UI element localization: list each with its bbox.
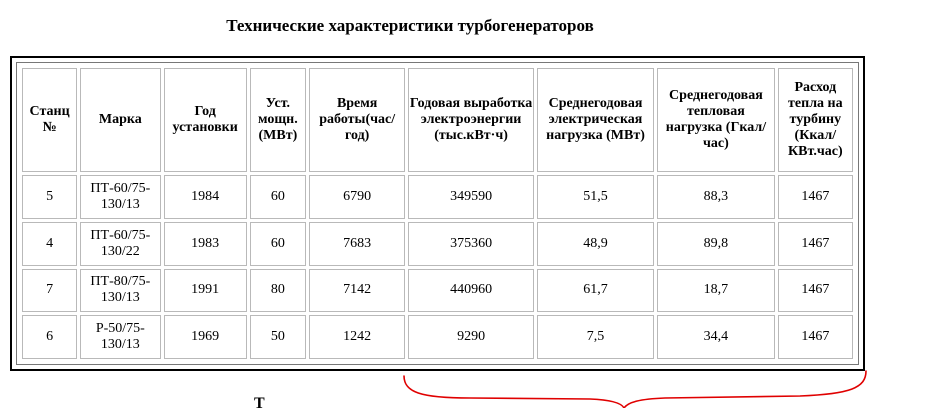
- cell-model: Р-50/75-130/13: [80, 315, 161, 359]
- cell-avg-electric-load: 51,5: [536, 175, 655, 219]
- cell-avg-electric-load: 61,7: [536, 268, 655, 313]
- cell-heat-rate: 1467: [777, 221, 853, 266]
- cell-avg-thermal-load: 89,8: [657, 221, 775, 266]
- header-station-no: Станц №: [22, 68, 78, 172]
- table-row: 6 Р-50/75-130/13 1969 50 1242 9290 7,5 3…: [22, 315, 853, 359]
- cell-annual-output: 349590: [408, 175, 534, 219]
- cell-install-year: 1984: [163, 175, 247, 219]
- cell-operating-time: 7142: [309, 268, 406, 313]
- cell-annual-output: 375360: [408, 221, 534, 266]
- cell-heat-rate: 1467: [777, 175, 853, 219]
- header-installed-power: Уст. мощн. (МВт): [249, 68, 306, 172]
- cell-model: ПТ-60/75-130/22: [80, 221, 161, 266]
- cell-station-no: 7: [22, 268, 78, 313]
- cell-installed-power: 50: [249, 315, 306, 359]
- table-inner-frame: Станц № Марка Год установки Уст. мощн. (…: [16, 62, 859, 365]
- cell-installed-power: 80: [249, 268, 306, 313]
- cell-annual-output: 440960: [408, 268, 534, 313]
- cell-model: ПТ-60/75-130/13: [80, 175, 161, 219]
- cell-avg-electric-load: 7,5: [536, 315, 655, 359]
- cell-operating-time: 7683: [309, 221, 406, 266]
- cell-install-year: 1969: [163, 315, 247, 359]
- cell-model: ПТ-80/75-130/13: [80, 268, 161, 313]
- table-row: 5 ПТ-60/75-130/13 1984 60 6790 349590 51…: [22, 175, 853, 219]
- cell-station-no: 5: [22, 175, 78, 219]
- header-annual-output: Годовая выработка электроэнергии (тыс.кВ…: [408, 68, 534, 172]
- cell-avg-thermal-load: 34,4: [657, 315, 775, 359]
- page-title: Технические характеристики турбогенерато…: [226, 16, 594, 35]
- table-row: 4 ПТ-60/75-130/22 1983 60 7683 375360 48…: [22, 221, 853, 266]
- cell-operating-time: 1242: [309, 315, 406, 359]
- header-avg-electric-load: Среднегодовая электрическая нагрузка (МВ…: [536, 68, 655, 172]
- table-row: 7 ПТ-80/75-130/13 1991 80 7142 440960 61…: [22, 268, 853, 313]
- specs-table: Станц № Марка Год установки Уст. мощн. (…: [19, 65, 856, 362]
- header-install-year: Год установки: [163, 68, 247, 172]
- cell-heat-rate: 1467: [777, 315, 853, 359]
- cell-installed-power: 60: [249, 221, 306, 266]
- partial-footer-text: Т: [254, 395, 265, 412]
- cell-operating-time: 6790: [309, 175, 406, 219]
- cell-install-year: 1983: [163, 221, 247, 266]
- cell-installed-power: 60: [249, 175, 306, 219]
- header-row: Станц № Марка Год установки Уст. мощн. (…: [22, 68, 853, 172]
- header-avg-thermal-load: Среднегодовая тепловая нагрузка (Гкал/ча…: [657, 68, 775, 172]
- cell-station-no: 4: [22, 221, 78, 266]
- cell-annual-output: 9290: [408, 315, 534, 359]
- cell-heat-rate: 1467: [777, 268, 853, 313]
- header-heat-rate: Расход тепла на турбину (Ккал/ КВт.час): [777, 68, 853, 172]
- cell-install-year: 1991: [163, 268, 247, 313]
- cell-station-no: 6: [22, 315, 78, 359]
- header-model: Марка: [80, 68, 161, 172]
- cell-avg-electric-load: 48,9: [536, 221, 655, 266]
- cell-avg-thermal-load: 88,3: [657, 175, 775, 219]
- header-operating-time: Время работы(час/год): [309, 68, 406, 172]
- red-brace-stroke: [403, 370, 867, 408]
- cell-avg-thermal-load: 18,7: [657, 268, 775, 313]
- table-frame: Станц № Марка Год установки Уст. мощн. (…: [10, 56, 865, 371]
